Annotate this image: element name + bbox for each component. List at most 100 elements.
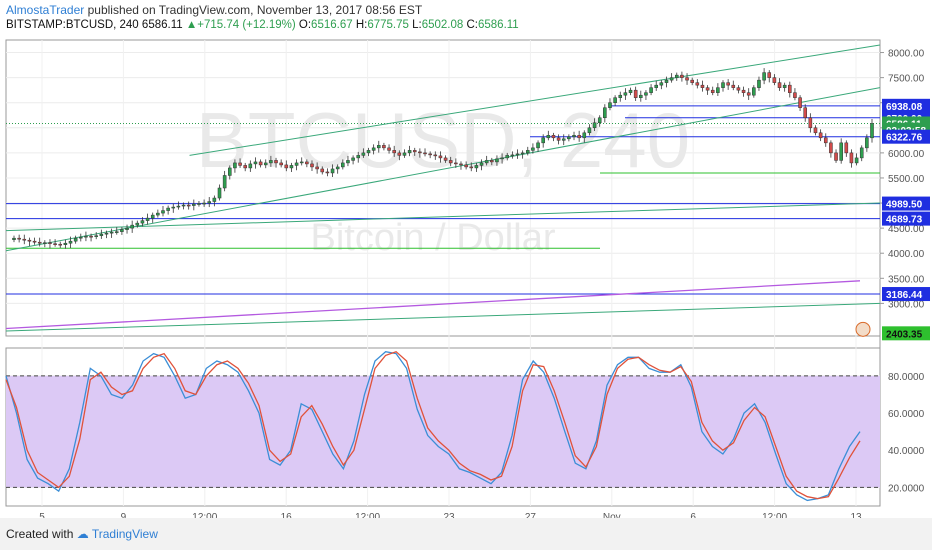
time-tick-label: 12:00 — [762, 512, 787, 518]
price-tick-label: 3000.00 — [888, 299, 925, 310]
candle-body — [839, 142, 843, 161]
candle-body — [197, 203, 201, 205]
candle-body — [829, 142, 833, 154]
candle-body — [628, 89, 633, 93]
candle-body — [834, 152, 838, 161]
candle-body — [490, 160, 494, 163]
candle-body — [376, 145, 381, 149]
candle-body — [479, 162, 484, 166]
price-tick-label: 4000.00 — [888, 249, 925, 260]
candle-body — [402, 152, 407, 156]
candle-body — [361, 152, 366, 156]
candle-body — [782, 84, 787, 88]
trendline — [5, 202, 881, 232]
candle-body — [849, 152, 854, 164]
candle-body — [644, 92, 648, 96]
candle-body — [813, 127, 818, 134]
stoch-band — [6, 375, 880, 488]
stoch-series-stoch_d — [5, 350, 861, 500]
price-label-4689.73: 4689.73 — [886, 215, 923, 226]
candle-body — [546, 135, 551, 139]
candle-body — [423, 152, 427, 155]
candle-body — [27, 239, 32, 242]
publish-text: published on TradingView.com, November 1… — [87, 3, 423, 17]
candle-body — [346, 160, 350, 164]
candle-body — [664, 79, 669, 83]
author-link[interactable]: AlmostaTrader — [6, 3, 85, 17]
candle-body — [279, 162, 283, 166]
price-tick-label: 4500.00 — [888, 224, 925, 235]
candle-body — [166, 207, 170, 211]
candle-body — [48, 242, 52, 244]
price-tick-label: 7500.00 — [888, 74, 925, 85]
candle-body — [587, 127, 592, 134]
candle-body — [438, 155, 443, 159]
trendline — [189, 44, 881, 156]
price-label-box — [882, 326, 930, 341]
stoch-tick-label: 40.0000 — [888, 446, 925, 457]
candle-body — [125, 227, 129, 230]
time-tick-label: 12:00 — [192, 512, 217, 518]
candle-body — [788, 84, 792, 93]
candle-body — [854, 157, 859, 164]
candle-body — [104, 232, 109, 235]
candle-body — [541, 137, 545, 144]
watermark-symbol: BTCUSD, 240 — [196, 96, 690, 184]
candle-body — [510, 154, 515, 157]
candle-body — [695, 82, 700, 86]
candle-body — [536, 142, 540, 149]
price-tick-label: 6000.00 — [888, 149, 925, 160]
candle-body — [192, 203, 196, 206]
candle-body — [633, 89, 638, 98]
symbol-label[interactable]: BITSTAMP:BTCUSD, 240 — [6, 19, 139, 31]
candle-body — [454, 162, 458, 165]
trendline — [5, 302, 881, 332]
event-flag-icon — [855, 321, 871, 337]
candle-body — [777, 82, 782, 88]
candle-body — [721, 82, 725, 88]
candle-body — [356, 155, 361, 159]
tradingview-brand[interactable]: TradingView — [91, 527, 158, 541]
candle-body — [299, 161, 304, 164]
candle-body — [680, 74, 684, 78]
candle-body — [592, 122, 597, 129]
candle-body — [320, 168, 325, 173]
candle-body — [284, 164, 289, 169]
candle-body — [567, 136, 571, 140]
stoch-tick-label: 20.0000 — [888, 483, 925, 494]
price-label-box — [882, 98, 930, 113]
candle-body — [243, 165, 247, 169]
candle-body — [289, 165, 294, 169]
candle-body — [623, 92, 628, 96]
candle-body — [233, 162, 237, 169]
candle-body — [859, 147, 864, 159]
chart-canvas[interactable]: BTCUSD, 240 Bitcoin / Dollar 8000.00 7500.0… — [0, 36, 932, 518]
candle-body — [68, 240, 73, 244]
close-label: C: — [466, 19, 478, 31]
publish-line: AlmostaTrader published on TradingView.c… — [6, 3, 422, 17]
candle-body — [181, 204, 186, 207]
candle-body — [613, 97, 617, 103]
time-tick-label: 16 — [281, 512, 293, 518]
candle-body — [325, 171, 330, 174]
stoch-tick-label: 80.0000 — [888, 372, 925, 383]
candle-body — [140, 220, 145, 224]
candle-body — [222, 175, 227, 189]
price-tick-label: 8000.00 — [888, 49, 925, 60]
time-tick-label: 13 — [850, 512, 862, 518]
open-label: O: — [298, 19, 312, 31]
candle-body — [469, 166, 474, 169]
price-label-4989.50: 4989.50 — [886, 200, 923, 211]
candle-body — [315, 166, 319, 170]
candle-body — [736, 87, 741, 91]
candle-body — [793, 92, 797, 98]
candle-body — [500, 157, 504, 160]
moving-average-line — [5, 280, 861, 330]
candle-body — [690, 79, 694, 83]
candle-body — [341, 162, 345, 168]
candle-body — [716, 87, 720, 93]
candle-body — [520, 152, 525, 155]
candle-body — [618, 94, 623, 98]
candle-body — [305, 161, 309, 165]
candle-body — [130, 224, 134, 229]
